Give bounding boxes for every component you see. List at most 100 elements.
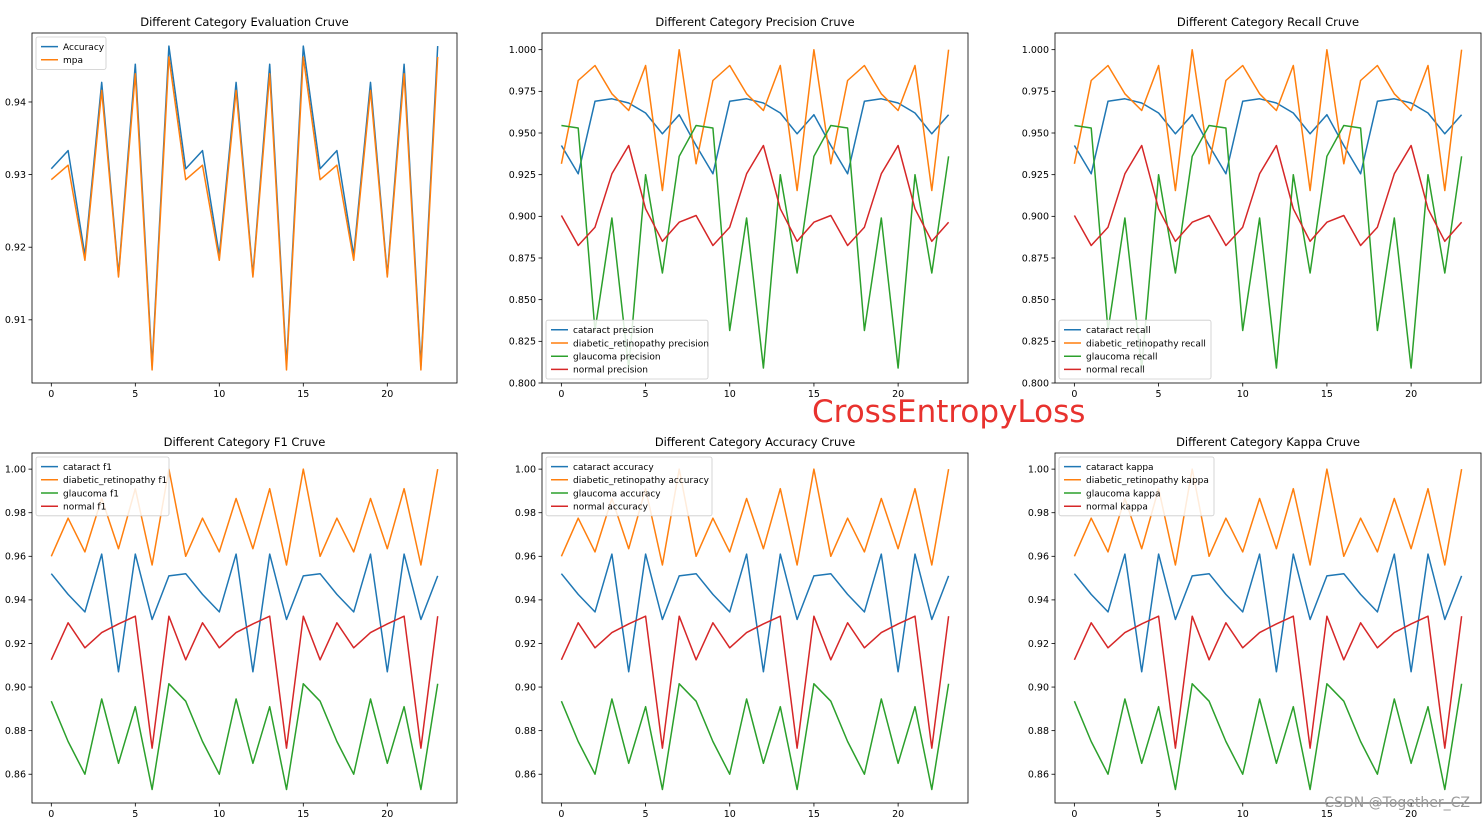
legend-entry: normal kappa (1086, 503, 1148, 513)
y-tick-label: 0.90 (1028, 682, 1049, 693)
chart-title: Different Category Accuracy Cruve (655, 435, 855, 449)
x-tick-label: 5 (1156, 809, 1162, 819)
legend-entry: diabetic_retinopathy f1 (63, 476, 167, 486)
series-line-normal-kappa (1073, 615, 1463, 749)
legend-entry: Accuracy (63, 43, 105, 53)
x-tick-label: 5 (1156, 389, 1162, 400)
y-tick-label: 0.91 (5, 315, 26, 326)
plot-frame (1054, 452, 1482, 804)
legend-box (1058, 319, 1212, 380)
y-tick-label: 0.925 (509, 170, 536, 181)
x-tick-label: 15 (1321, 809, 1333, 819)
legend-entry: normal precision (573, 366, 648, 376)
legend-entry: glaucoma accuracy (573, 489, 661, 499)
series-line-diabetic-retinopathy-accuracy (560, 468, 950, 566)
x-tick-label: 0 (1071, 389, 1077, 400)
series-line-diabetic-retinopathy-recall (1073, 48, 1463, 192)
y-tick-label: 0.88 (515, 726, 536, 737)
y-tick-label: 0.825 (509, 337, 536, 348)
x-tick-label: 15 (1321, 389, 1333, 400)
y-tick-label: 0.900 (1022, 212, 1049, 223)
series-line-glaucoma-kappa (1073, 683, 1463, 791)
y-tick-label: 0.98 (515, 508, 536, 519)
watermark-text: CSDN @Together_CZ (1324, 795, 1470, 811)
legend-entry: cataract kappa (1086, 463, 1154, 473)
legend-box (1058, 456, 1215, 517)
y-tick-label: 1.000 (1022, 45, 1049, 56)
plot-frame (31, 32, 458, 384)
series-line-glaucoma-f1 (50, 683, 439, 791)
x-tick-label: 0 (558, 389, 564, 400)
plot-frame (1054, 32, 1482, 384)
x-tick-label: 20 (1405, 809, 1417, 819)
series-line-normal-precision (560, 144, 950, 247)
y-tick-label: 0.88 (1028, 726, 1049, 737)
x-tick-label: 20 (381, 389, 393, 400)
legend-entry: glaucoma kappa (1086, 489, 1161, 499)
y-tick-label: 0.92 (5, 639, 26, 650)
plot-frame (541, 452, 969, 804)
legend: Accuracy mpa (35, 36, 107, 70)
x-tick-label: 5 (643, 389, 649, 400)
series-line-normal-accuracy (560, 615, 950, 749)
legend-entry: diabetic_retinopathy kappa (1086, 476, 1209, 486)
legend-entry: normal accuracy (573, 503, 649, 513)
y-tick-label: 0.93 (5, 170, 26, 181)
legend-entry: cataract precision (573, 326, 654, 336)
series-line-cataract-kappa (1073, 553, 1463, 673)
x-tick-label: 10 (1237, 809, 1249, 819)
legend-entry: cataract recall (1086, 326, 1151, 336)
y-tick-label: 0.94 (1028, 595, 1049, 606)
y-tick-label: 0.94 (5, 595, 26, 606)
y-tick-label: 0.875 (509, 253, 536, 264)
series-line-glaucoma-accuracy (560, 683, 950, 791)
chart-panel-3: Different Category Recall Cruve 0 5 10 15 20 0… (1022, 15, 1482, 400)
y-tick-label: 0.96 (1028, 552, 1049, 563)
x-tick-label: 10 (724, 389, 736, 400)
legend-entry: normal recall (1086, 366, 1145, 376)
chart-panel-4: Different Category F1 Cruve 0 5 10 15 20 0.86 0… (5, 435, 458, 819)
x-tick-label: 0 (558, 809, 564, 819)
chart-title: Different Category F1 Cruve (164, 435, 326, 449)
y-tick-label: 0.800 (509, 378, 536, 389)
x-tick-label: 0 (48, 809, 54, 819)
series-line-normal-recall (1073, 144, 1463, 247)
y-tick-label: 0.86 (5, 770, 26, 781)
series-line-accuracy (50, 45, 439, 367)
series-line-diabetic-retinopathy-precision (560, 48, 950, 192)
x-tick-label: 20 (1405, 389, 1417, 400)
series-line-normal-f1 (50, 615, 439, 749)
x-tick-label: 5 (132, 389, 138, 400)
x-tick-label: 0 (1071, 809, 1077, 819)
legend-entry: diabetic_retinopathy recall (1086, 339, 1206, 349)
legend-entry: diabetic_retinopathy precision (573, 339, 709, 349)
legend: cataract accuracy diabetic_retinopathy ac… (545, 456, 713, 517)
legend-entry: glaucoma f1 (63, 489, 119, 499)
x-tick-label: 15 (808, 389, 820, 400)
y-tick-label: 0.98 (1028, 508, 1049, 519)
legend-entry: glaucoma recall (1086, 353, 1158, 363)
x-tick-label: 10 (213, 809, 225, 819)
y-tick-label: 0.90 (5, 682, 26, 693)
series-line-cataract-precision (560, 98, 950, 175)
chart-panel-1: Different Category Evaluation Cruve 0 5 10 1… (5, 15, 458, 400)
x-tick-label: 20 (892, 809, 904, 819)
series-line-cataract-recall (1073, 98, 1463, 175)
chart-panel-5: Different Category Accuracy Cruve 0 5 10 15 2… (515, 435, 969, 819)
y-tick-label: 0.92 (515, 639, 536, 650)
x-tick-label: 20 (381, 809, 393, 819)
y-tick-label: 0.850 (509, 295, 536, 306)
x-tick-label: 15 (297, 809, 309, 819)
legend: cataract recall diabetic_retinopathy reca… (1058, 319, 1212, 380)
legend-box (35, 36, 107, 70)
chart-panel-2: Different Category Precision Cruve 0 5 10 15… (509, 15, 969, 400)
y-tick-label: 0.975 (509, 87, 536, 98)
y-tick-label: 0.96 (5, 552, 26, 563)
legend: cataract precision diabetic_retinopathy p… (545, 319, 709, 380)
x-tick-label: 5 (132, 809, 138, 819)
legend-entry: glaucoma precision (573, 353, 661, 363)
chart-title: Different Category Kappa Cruve (1176, 435, 1360, 449)
y-tick-label: 0.98 (5, 508, 26, 519)
legend-entry: normal f1 (63, 503, 106, 513)
